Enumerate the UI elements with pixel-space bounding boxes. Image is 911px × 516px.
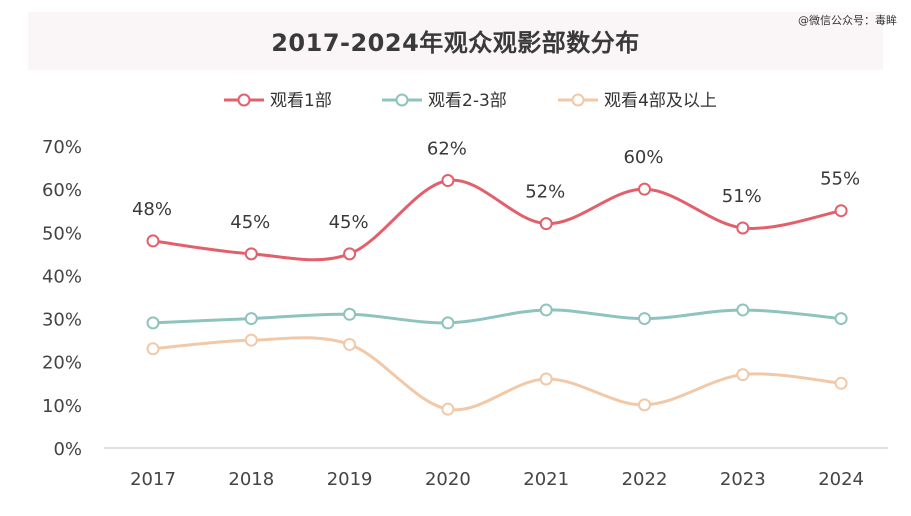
data-point — [736, 303, 750, 317]
data-point — [638, 182, 651, 196]
series-2 — [146, 303, 848, 330]
y-axis: 0% 10% 20% 30% 40% 50% 60% 70% — [42, 137, 82, 460]
data-label: 62% — [427, 139, 467, 160]
y-tick-label: 60% — [42, 180, 82, 201]
x-tick-label: 2019 — [327, 469, 373, 490]
x-axis: 2017 2018 2019 2020 2021 2022 2023 2024 — [104, 447, 888, 490]
data-point — [539, 217, 553, 231]
data-point — [834, 312, 848, 326]
y-tick-label: 70% — [42, 137, 82, 158]
x-tick-label: 2018 — [228, 469, 274, 490]
x-tick-label: 2022 — [622, 469, 668, 490]
y-tick-label: 10% — [42, 396, 82, 417]
data-point — [736, 221, 750, 235]
x-tick-label: 2023 — [720, 469, 766, 490]
series-line — [152, 308, 842, 325]
data-point — [244, 247, 258, 261]
data-point — [539, 372, 553, 386]
y-tick-label: 40% — [42, 266, 82, 287]
legend-marker — [571, 93, 585, 107]
data-point — [539, 303, 553, 317]
data-point — [146, 342, 160, 356]
x-tick-label: 2024 — [818, 469, 864, 490]
data-point — [638, 312, 651, 326]
series-1 — [146, 174, 848, 262]
x-tick-label: 2021 — [523, 469, 569, 490]
data-label: 45% — [230, 212, 270, 233]
x-tick-label: 2020 — [425, 469, 471, 490]
data-label: 60% — [623, 147, 663, 168]
series-3 — [146, 333, 848, 416]
data-point — [834, 376, 848, 390]
data-label: 51% — [722, 186, 762, 207]
data-label: 48% — [132, 199, 172, 220]
data-point — [146, 234, 160, 248]
y-tick-label: 30% — [42, 310, 82, 331]
data-point — [441, 174, 455, 188]
data-point — [343, 337, 357, 351]
x-tick-label: 2017 — [130, 469, 176, 490]
data-point — [441, 316, 455, 330]
series-line — [152, 336, 842, 412]
data-point — [834, 204, 848, 218]
data-label: 52% — [525, 182, 565, 203]
data-point — [244, 312, 258, 326]
data-point — [736, 368, 750, 382]
y-tick-label: 20% — [42, 353, 82, 374]
watermark: @微信公众号：毒眸 — [798, 14, 897, 27]
data-point — [343, 247, 357, 261]
legend-item: 观看2-3部 — [382, 91, 507, 111]
data-point — [343, 307, 357, 321]
legend-label: 观看4部及以上 — [604, 91, 717, 111]
data-point — [441, 402, 455, 416]
y-tick-label: 0% — [53, 439, 82, 460]
legend: 观看1部 观看2-3部 观看4部及以上 — [224, 91, 717, 111]
data-labels: 48% 45% 45% 62% 52% 60% 51% 55% — [132, 139, 860, 233]
legend-marker — [237, 93, 251, 107]
data-label: 45% — [329, 212, 369, 233]
legend-item: 观看1部 — [224, 91, 332, 111]
legend-label: 观看2-3部 — [428, 91, 507, 111]
legend-marker — [395, 93, 409, 107]
series-layer — [146, 174, 848, 416]
legend-label: 观看1部 — [270, 91, 332, 111]
title-band — [28, 12, 883, 70]
chart-title: 2017-2024年观众观影部数分布 — [271, 29, 640, 57]
data-point — [146, 316, 160, 330]
y-tick-label: 50% — [42, 223, 82, 244]
legend-item: 观看4部及以上 — [558, 91, 717, 111]
data-point — [638, 398, 651, 412]
data-point — [244, 333, 258, 347]
series-line — [152, 178, 842, 262]
data-label: 55% — [820, 169, 860, 190]
